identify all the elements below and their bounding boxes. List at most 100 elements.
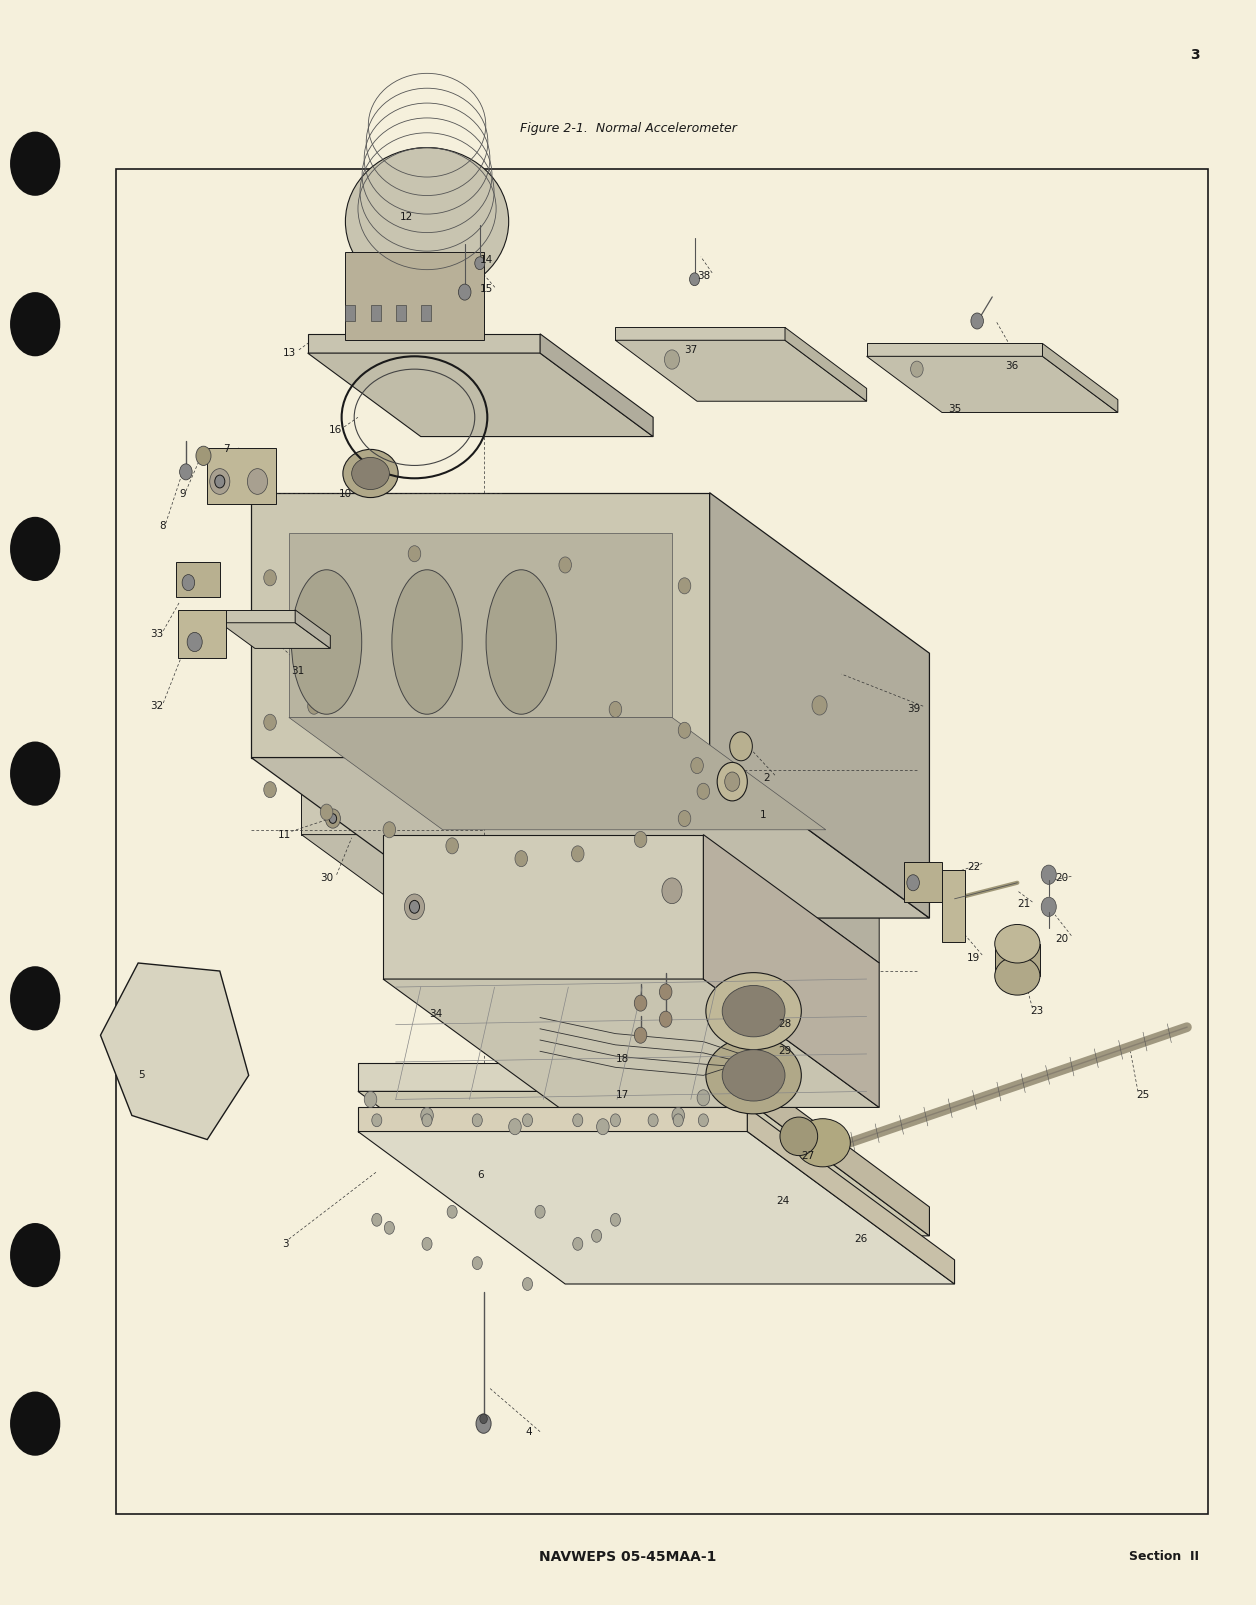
Circle shape (264, 782, 276, 798)
Circle shape (697, 1090, 710, 1106)
Circle shape (458, 284, 471, 300)
Text: 33: 33 (149, 629, 163, 639)
Polygon shape (1042, 343, 1118, 412)
Circle shape (522, 1278, 533, 1290)
Circle shape (10, 132, 60, 196)
Circle shape (971, 313, 983, 329)
Text: 8: 8 (160, 522, 166, 531)
Ellipse shape (345, 148, 509, 295)
Bar (345, 252, 484, 340)
Circle shape (408, 546, 421, 562)
Polygon shape (358, 1063, 735, 1091)
Circle shape (698, 1114, 708, 1127)
Polygon shape (301, 770, 703, 835)
Polygon shape (308, 334, 540, 353)
Circle shape (10, 517, 60, 581)
Circle shape (472, 1114, 482, 1127)
Polygon shape (735, 1063, 929, 1236)
Circle shape (475, 257, 485, 270)
Circle shape (372, 1213, 382, 1226)
Circle shape (678, 722, 691, 738)
Polygon shape (703, 770, 879, 963)
Text: 31: 31 (291, 666, 305, 676)
Text: 32: 32 (149, 701, 163, 711)
Circle shape (673, 1114, 683, 1127)
Text: 9: 9 (180, 490, 186, 499)
Polygon shape (867, 343, 1042, 356)
Bar (421, 305, 431, 321)
Circle shape (911, 361, 923, 377)
Circle shape (813, 697, 826, 716)
Circle shape (535, 1205, 545, 1218)
Polygon shape (251, 493, 710, 758)
Bar (904, 862, 942, 902)
Text: 27: 27 (801, 1151, 815, 1160)
Text: 13: 13 (283, 348, 296, 358)
Bar (345, 305, 355, 321)
Polygon shape (295, 610, 330, 648)
Text: 20: 20 (1055, 934, 1068, 944)
Circle shape (329, 814, 337, 823)
Polygon shape (220, 610, 295, 623)
Text: 26: 26 (854, 1234, 868, 1244)
Polygon shape (747, 1107, 955, 1284)
Circle shape (210, 469, 230, 494)
Text: 29: 29 (779, 1046, 793, 1056)
Circle shape (690, 273, 700, 286)
Circle shape (659, 984, 672, 1000)
Ellipse shape (995, 957, 1040, 995)
Ellipse shape (486, 570, 556, 714)
Circle shape (320, 804, 333, 820)
Circle shape (610, 1114, 620, 1127)
Circle shape (421, 1107, 433, 1123)
Text: 34: 34 (430, 1010, 443, 1019)
Text: 16: 16 (329, 425, 343, 435)
Ellipse shape (706, 973, 801, 1050)
Circle shape (592, 1229, 602, 1242)
Polygon shape (358, 1091, 929, 1236)
Circle shape (422, 1114, 432, 1127)
Circle shape (664, 350, 679, 369)
Circle shape (10, 1223, 60, 1287)
Text: 17: 17 (615, 1090, 629, 1099)
Text: 2: 2 (764, 774, 770, 783)
Bar (116, 169, 1208, 1514)
Text: Section  II: Section II (1129, 1550, 1199, 1563)
Ellipse shape (358, 148, 496, 270)
Circle shape (404, 894, 425, 920)
Polygon shape (251, 758, 929, 918)
Text: 38: 38 (697, 271, 711, 281)
Circle shape (717, 762, 747, 801)
Circle shape (247, 469, 268, 494)
Polygon shape (785, 327, 867, 401)
Text: 19: 19 (967, 953, 981, 963)
Circle shape (215, 475, 225, 488)
Circle shape (648, 1114, 658, 1127)
Text: 10: 10 (339, 490, 352, 499)
Circle shape (515, 851, 528, 867)
Circle shape (509, 1119, 521, 1135)
Polygon shape (615, 340, 867, 401)
Text: 24: 24 (776, 1196, 790, 1205)
Circle shape (522, 1114, 533, 1127)
Circle shape (659, 1011, 672, 1027)
Circle shape (662, 878, 682, 904)
Polygon shape (100, 963, 249, 1140)
Text: 36: 36 (1005, 361, 1019, 371)
Circle shape (634, 995, 647, 1011)
Polygon shape (308, 353, 653, 437)
Text: 11: 11 (278, 830, 291, 839)
Bar (942, 870, 965, 942)
Text: 25: 25 (1137, 1090, 1150, 1099)
Bar (176, 562, 220, 597)
Circle shape (384, 1221, 394, 1234)
Circle shape (196, 446, 211, 465)
Circle shape (678, 811, 691, 827)
Text: 3: 3 (283, 1239, 289, 1249)
Ellipse shape (352, 457, 389, 490)
Polygon shape (615, 327, 785, 340)
Bar (207, 448, 276, 504)
Polygon shape (867, 356, 1118, 412)
Circle shape (472, 1257, 482, 1270)
Polygon shape (358, 1132, 955, 1284)
